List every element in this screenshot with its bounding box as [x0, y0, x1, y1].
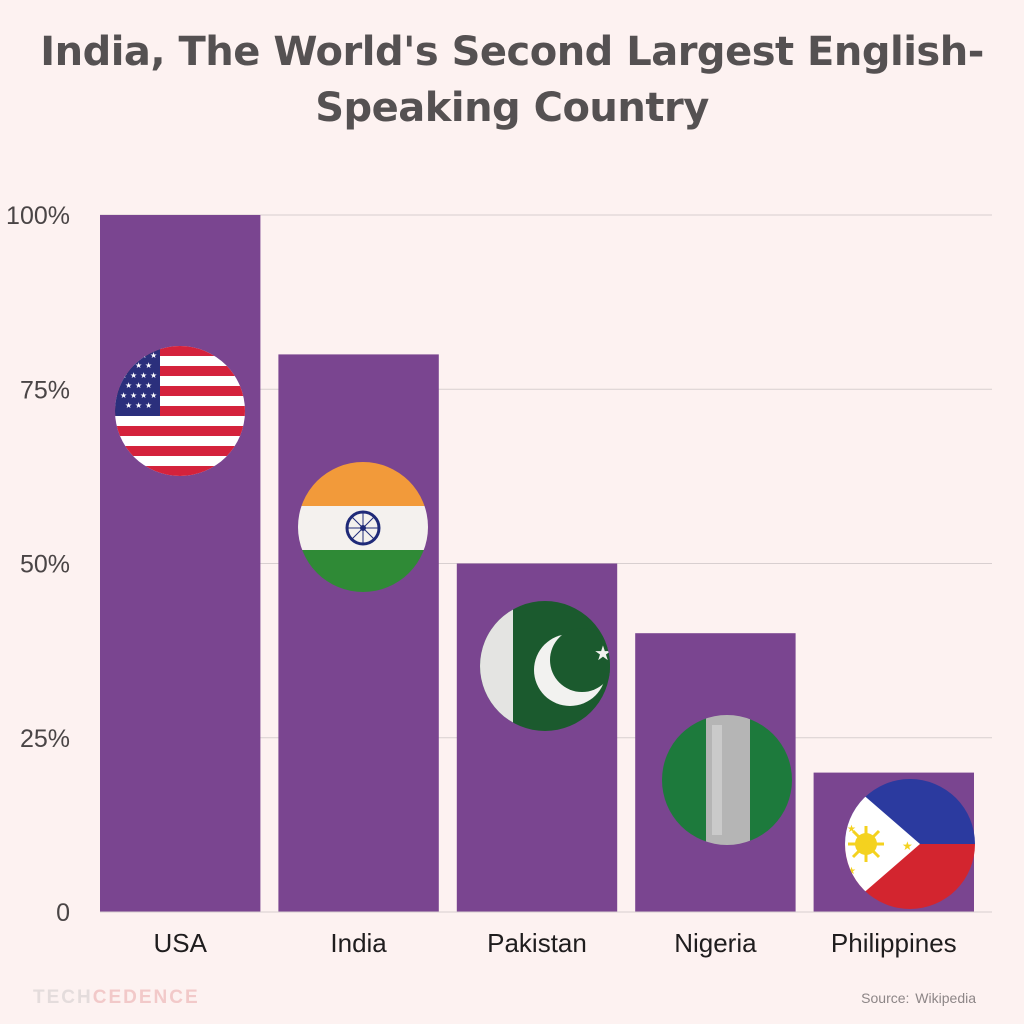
- x-tick-label: India: [330, 928, 387, 958]
- svg-text:★: ★: [120, 391, 127, 400]
- x-tick-label: Nigeria: [674, 928, 757, 958]
- y-tick-label: 25%: [20, 725, 70, 753]
- svg-text:★: ★: [140, 391, 147, 400]
- svg-text:★: ★: [140, 371, 147, 380]
- svg-text:★: ★: [145, 381, 152, 390]
- y-axis-tick-labels: 0 25% 50% 75% 100%: [6, 202, 70, 927]
- svg-text:★: ★: [847, 866, 856, 877]
- philippines-flag-icon: ★ ★ ★: [845, 779, 975, 909]
- chart-title-line-2: Speaking Country: [315, 85, 709, 131]
- svg-text:★: ★: [130, 391, 137, 400]
- bar-india: [278, 354, 439, 912]
- source-note: Source: Wikipedia: [861, 990, 976, 1006]
- svg-text:★: ★: [145, 401, 152, 410]
- x-tick-label: Philippines: [831, 928, 957, 958]
- x-tick-label: Pakistan: [487, 928, 587, 958]
- y-tick-label: 50%: [20, 551, 70, 579]
- svg-text:★: ★: [150, 391, 157, 400]
- y-tick-label: 100%: [6, 202, 70, 230]
- chart-title-line-1: India, The World's Second Largest Englis…: [40, 29, 984, 75]
- svg-text:★: ★: [145, 361, 152, 370]
- chart-title: India, The World's Second Largest Englis…: [20, 24, 1004, 136]
- y-tick-label: 75%: [20, 376, 70, 404]
- svg-text:★: ★: [125, 401, 132, 410]
- svg-text:★: ★: [135, 401, 142, 410]
- brand-logo-part-1: TECH: [33, 987, 93, 1008]
- svg-text:★: ★: [847, 824, 856, 835]
- svg-text:★: ★: [594, 641, 612, 665]
- svg-text:★: ★: [130, 371, 137, 380]
- y-tick-label: 0: [56, 899, 70, 927]
- brand-logo: TECHCEDENCE: [33, 987, 200, 1009]
- svg-text:★: ★: [150, 351, 157, 360]
- x-tick-label: USA: [153, 928, 207, 958]
- svg-text:★: ★: [902, 839, 913, 853]
- svg-text:★: ★: [135, 381, 142, 390]
- svg-text:★: ★: [150, 371, 157, 380]
- usa-flag-icon: ★★★★ ★★★ ★★★★ ★★★ ★★★★ ★★★: [115, 346, 245, 476]
- brand-logo-part-2: CEDENCE: [92, 987, 200, 1008]
- x-axis-tick-labels: USA India Pakistan Nigeria Philippines: [153, 928, 956, 958]
- svg-text:★: ★: [125, 381, 132, 390]
- bars: [100, 215, 974, 912]
- svg-text:★: ★: [135, 361, 142, 370]
- bar-usa: [100, 215, 261, 912]
